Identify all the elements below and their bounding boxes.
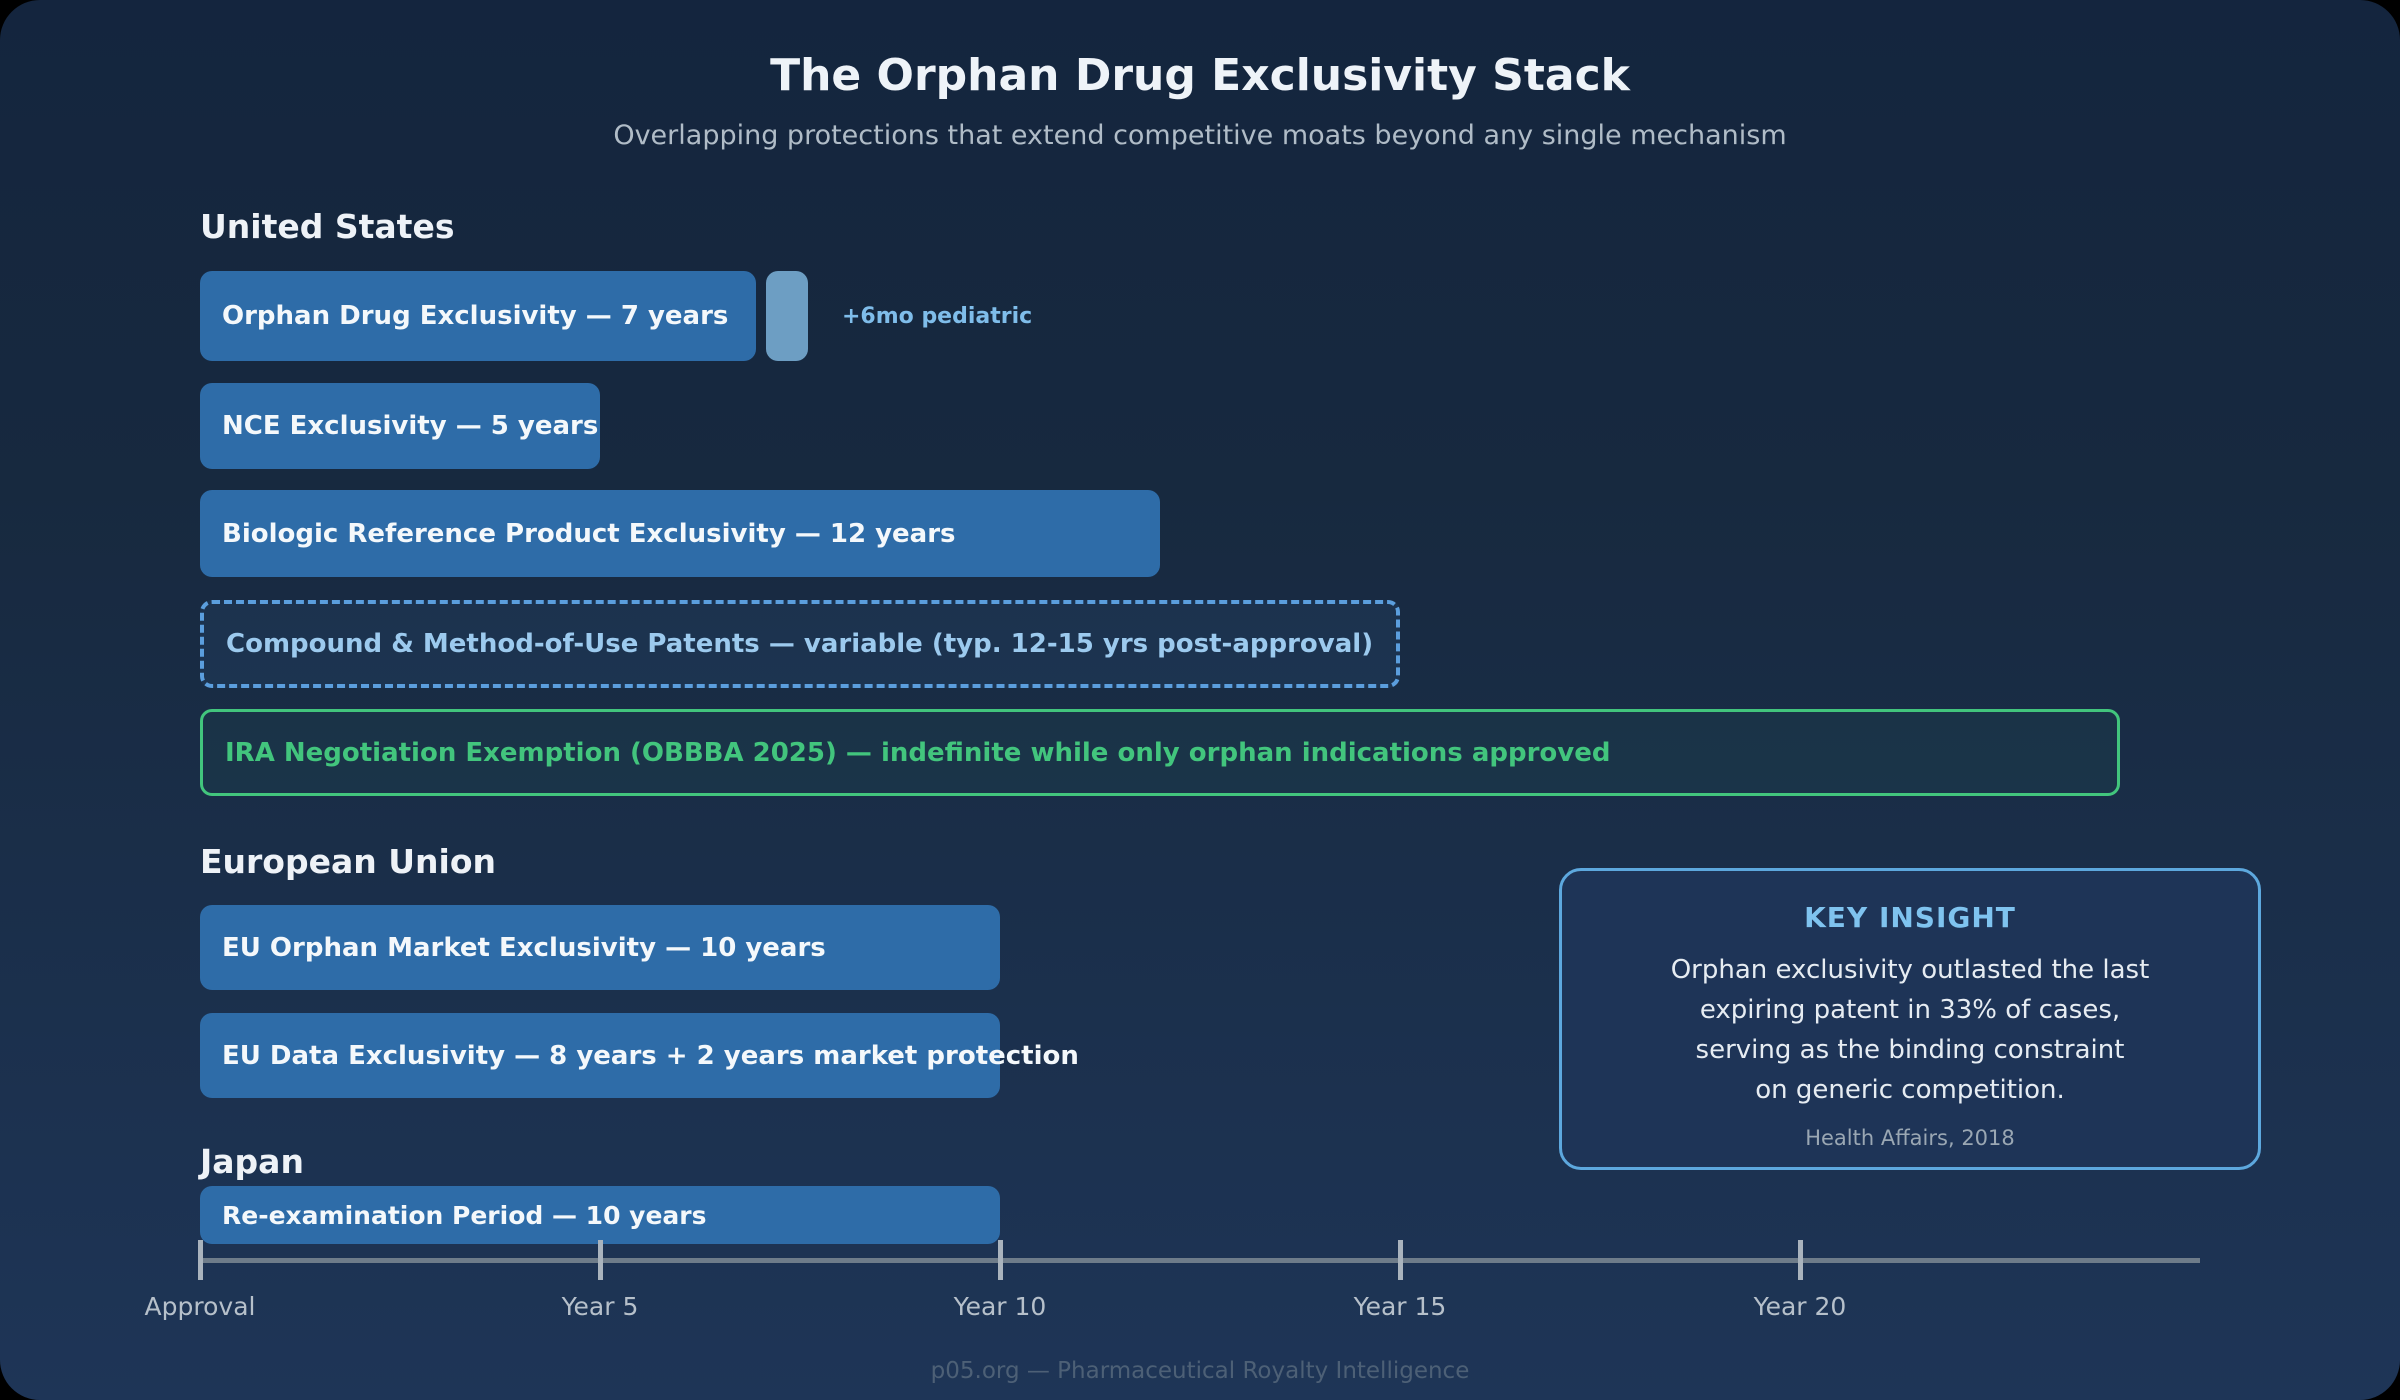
key-insight-title: KEY INSIGHT [1804,901,2016,934]
axis-tick-year-5 [598,1240,603,1280]
bar-ira-negotiation-exemption: IRA Negotiation Exemption (OBBBA 2025) —… [200,709,2120,796]
axis-label-approval: Approval [144,1292,256,1321]
pediatric-extension-label: +6mo pediatric [842,303,1033,329]
page-title: The Orphan Drug Exclusivity Stack [770,50,1630,101]
section-header-united-states: United States [200,207,455,246]
axis-tick-approval [198,1240,203,1280]
key-insight-body: Orphan exclusivity outlasted the last ex… [1562,950,2258,1110]
key-insight-card: KEY INSIGHT Orphan exclusivity outlasted… [1559,868,2261,1170]
axis-label-year-10: Year 10 [953,1292,1047,1321]
bar-eu-orphan-market-exclusivity: EU Orphan Market Exclusivity — 10 years [200,905,1000,990]
axis-label-year-15: Year 15 [1353,1292,1447,1321]
bar-eu-data-exclusivity: EU Data Exclusivity — 8 years + 2 years … [200,1013,1079,1098]
key-insight-line: on generic competition. [1755,1075,2065,1105]
axis-tick-year-15 [1398,1240,1403,1280]
section-header-japan: Japan [200,1142,304,1181]
bar-biologic-reference-exclusivity: Biologic Reference Product Exclusivity —… [200,490,1160,577]
page-subtitle: Overlapping protections that extend comp… [613,120,1787,151]
footer-attribution: p05.org — Pharmaceutical Royalty Intelli… [930,1358,1470,1384]
bar-pediatric-extension [766,271,808,361]
key-insight-line: serving as the binding constraint [1695,1035,2125,1065]
axis-tick-year-20 [1798,1240,1803,1280]
axis-label-year-20: Year 20 [1753,1292,1847,1321]
axis-tick-year-10 [998,1240,1003,1280]
bar-nce-exclusivity: NCE Exclusivity — 5 years [200,383,600,469]
axis-label-year-5: Year 5 [561,1292,639,1321]
key-insight-source: Health Affairs, 2018 [1805,1126,2015,1150]
key-insight-line: expiring patent in 33% of cases, [1699,995,2121,1025]
bar-orphan-drug-exclusivity: Orphan Drug Exclusivity — 7 years [200,271,756,361]
timeline-axis [200,1258,2200,1263]
bar-compound-method-patents: Compound & Method-of-Use Patents — varia… [200,600,1400,688]
section-header-european-union: European Union [200,842,497,881]
bar-japan-reexamination-period: Re-examination Period — 10 years [200,1186,1000,1244]
key-insight-line: Orphan exclusivity outlasted the last [1670,955,2150,985]
